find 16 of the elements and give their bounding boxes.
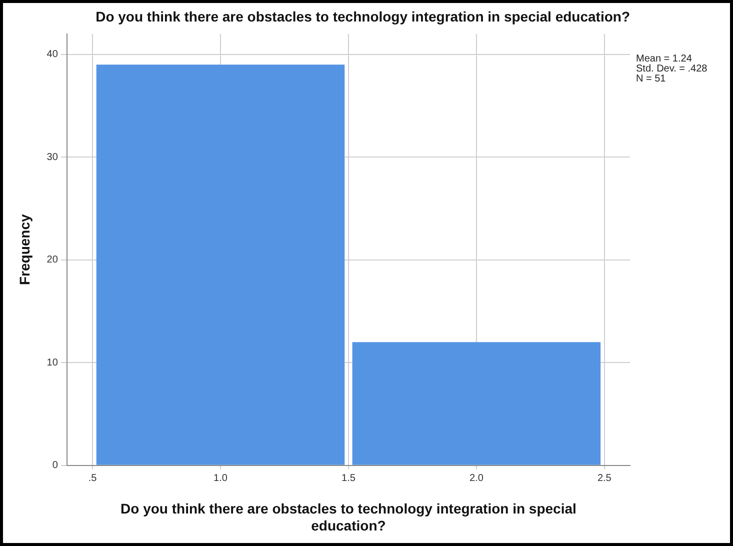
x-tick-label: 1.5 <box>342 473 356 484</box>
x-tick-label: 2.5 <box>597 473 612 484</box>
y-axis-title: Frequency <box>16 214 32 286</box>
x-tick-label: .5 <box>88 473 98 484</box>
text: Std. Dev. = .428 <box>636 64 708 75</box>
x-tick-label: 2.0 <box>469 473 484 484</box>
y-tick-label: 40 <box>46 49 58 60</box>
y-tick-label: 20 <box>46 254 58 266</box>
y-tick-label: 30 <box>46 152 58 163</box>
x-axis-title: Do you think there are obstacles to technology integration in special education? <box>120 500 576 534</box>
x-tick-label: 1.0 <box>214 473 228 484</box>
chart-title: Do you think there are obstacles to technology integration in special education? <box>96 8 630 24</box>
y-tick-label: 0 <box>52 460 58 472</box>
text: Mean = 1.24 <box>636 54 692 65</box>
text: N = 51 <box>636 74 666 85</box>
y-tick-label: 10 <box>46 357 58 368</box>
